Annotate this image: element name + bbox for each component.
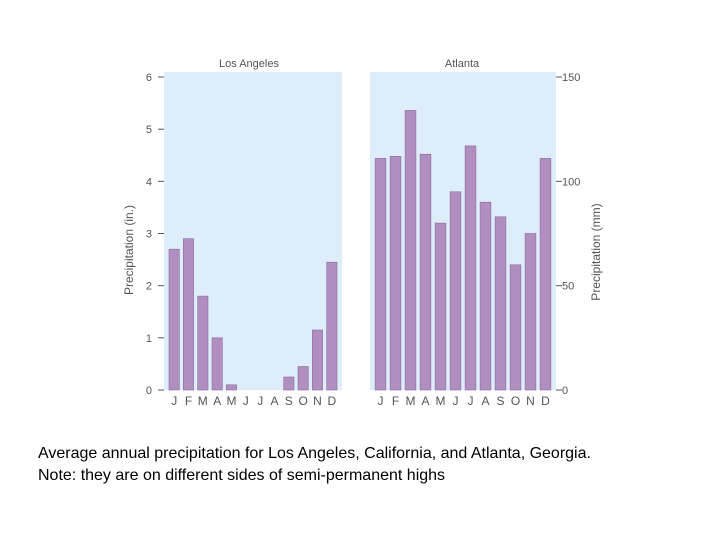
la-y-tick-label: 0 xyxy=(146,385,152,397)
figure-caption: Average annual precipitation for Los Ang… xyxy=(38,443,698,487)
atl-bar-4 xyxy=(419,153,432,391)
la-category-label: J xyxy=(257,394,263,408)
atl-category-label: D xyxy=(541,394,550,408)
atl-y-axis-label: Precipitation (mm) xyxy=(589,203,603,300)
atl-y-tick-label: 150 xyxy=(562,72,580,84)
la-bar-2 xyxy=(183,238,194,391)
la-bar-9 xyxy=(283,376,295,391)
atl-bar-2 xyxy=(389,156,402,391)
atl-bar-8 xyxy=(479,201,492,391)
atl-category-label: N xyxy=(526,394,535,408)
la-bar-10 xyxy=(297,366,309,391)
atl-bar-5 xyxy=(434,222,447,391)
la-category-label: A xyxy=(270,394,278,408)
la-category-label: J xyxy=(171,394,177,408)
la-y-axis-label: Precipitation (in.) xyxy=(122,205,136,295)
la-category-label: J xyxy=(243,394,249,408)
la-y-tick-label: 4 xyxy=(146,176,152,188)
atl-bar-6 xyxy=(449,191,462,391)
atl-bar-10 xyxy=(509,264,522,391)
la-y-tick-label: 6 xyxy=(146,72,152,84)
atl-category-label: A xyxy=(421,394,429,408)
la-y-tick-label: 3 xyxy=(146,229,152,241)
atl-category-label: M xyxy=(436,394,446,408)
la-y-tick-label: 1 xyxy=(146,333,152,345)
la-category-label: S xyxy=(285,394,293,408)
la-bar-11 xyxy=(311,329,323,391)
atl-bar-9 xyxy=(494,216,507,391)
la-category-label: A xyxy=(213,394,221,408)
la-y-tick-label: 2 xyxy=(146,281,152,293)
atl-y-tick-label: 100 xyxy=(562,176,580,188)
la-bar-4 xyxy=(211,337,223,391)
atl-category-label: J xyxy=(378,394,384,408)
atl-category-label: O xyxy=(511,394,520,408)
la-bar-1 xyxy=(168,248,180,391)
la-category-label: D xyxy=(327,394,336,408)
la-y-tick-label: 5 xyxy=(146,124,152,136)
atl-category-label: F xyxy=(392,394,399,408)
atl-category-label: J xyxy=(453,394,459,408)
atl-chart-title: Atlanta xyxy=(445,58,480,70)
atl-bar-3 xyxy=(404,110,417,391)
atl-bar-7 xyxy=(464,145,477,391)
atl-category-label: J xyxy=(468,394,474,408)
atl-bar-1 xyxy=(374,158,387,391)
la-category-label: M xyxy=(227,394,237,408)
la-chart-title: Los Angeles xyxy=(219,58,279,70)
la-bar-5 xyxy=(226,384,237,391)
la-bar-3 xyxy=(197,295,209,391)
caption-line-2: Note: they are on different sides of sem… xyxy=(38,467,446,484)
atl-bar-11 xyxy=(524,233,537,391)
atl-category-label: S xyxy=(496,394,504,408)
atl-category-label: M xyxy=(406,394,416,408)
la-category-label: M xyxy=(198,394,208,408)
atl-category-label: A xyxy=(481,394,489,408)
atl-bar-12 xyxy=(539,158,552,391)
atl-y-tick-label: 50 xyxy=(562,281,574,293)
la-bar-12 xyxy=(326,261,338,391)
atl-y-tick-label: 0 xyxy=(562,385,568,397)
la-category-label: N xyxy=(313,394,322,408)
la-category-label: O xyxy=(299,394,308,408)
caption-line-1: Average annual precipitation for Los Ang… xyxy=(38,445,591,462)
la-category-label: F xyxy=(185,394,192,408)
